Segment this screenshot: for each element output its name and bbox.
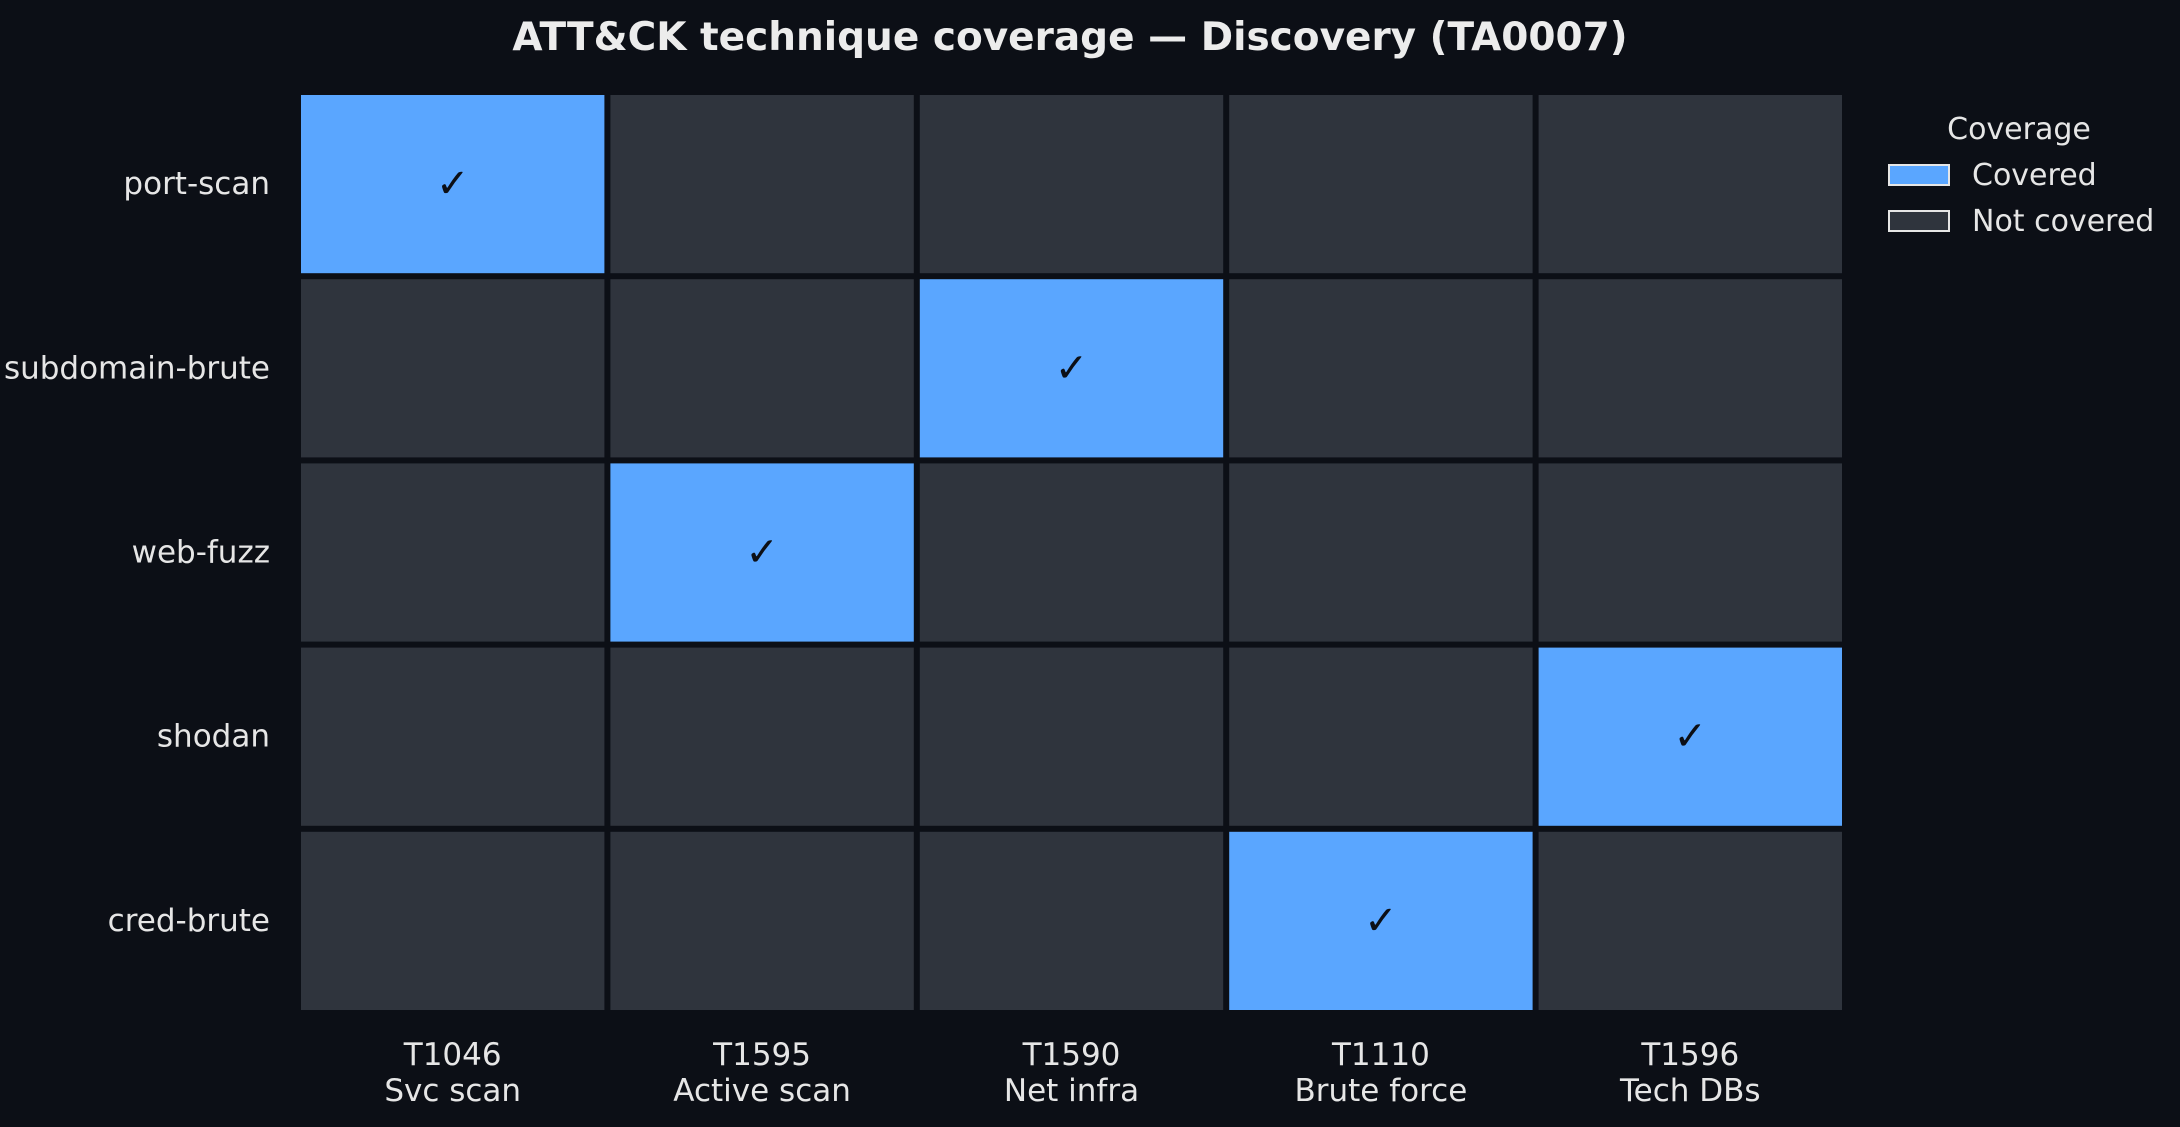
column-name-t1596: Tech DBs: [1619, 1073, 1761, 1109]
column-id-t1046: T1046: [403, 1037, 502, 1073]
column-name-t1110: Brute force: [1294, 1073, 1467, 1109]
heatmap-cell-web-fuzz-t1110: [1229, 463, 1533, 642]
legend-label-not-covered: Not covered: [1972, 203, 2155, 239]
row-labels: port-scan subdomain-brute web-fuzz shodan cr…: [4, 166, 270, 939]
legend-title: Coverage: [1947, 112, 2091, 147]
heatmap-cell-shodan-t1590: [919, 647, 1224, 826]
check-mark-cred-brute-t1110: ✓: [1364, 898, 1398, 944]
column-name-t1595: Active scan: [673, 1073, 851, 1109]
column-id-t1596: T1596: [1640, 1037, 1739, 1073]
heatmap-cell-port-scan-t1110: [1229, 95, 1533, 274]
column-id-t1595: T1595: [712, 1037, 811, 1073]
legend: Coverage Covered Not covered: [1888, 110, 2158, 244]
heatmap-cell-subdomain-brute-t1110: [1229, 279, 1533, 458]
heatmap-cell-subdomain-brute-t1046: [301, 279, 605, 458]
row-label-port-scan: port-scan: [123, 166, 270, 202]
heatmap-cell-port-scan-t1596: [1538, 95, 1842, 274]
legend-entry-not-covered: Not covered: [1888, 198, 2158, 244]
heatmap-cell-web-fuzz-t1595: [610, 463, 914, 642]
legend-swatch-covered: [1888, 164, 1950, 186]
coverage-heatmap: ✓ ✓ ✓ ✓ ✓ port-scan subdomain-brute web-fuzz sh…: [4, 95, 1842, 1109]
heatmap-cell-cred-brute-t1590: [919, 831, 1224, 1010]
heatmap-cell-web-fuzz-t1596: [1538, 463, 1842, 642]
row-label-subdomain-brute: subdomain-brute: [4, 350, 270, 386]
legend-swatch-not-covered: [1888, 210, 1950, 232]
heatmap-cell-port-scan-t1046: [301, 95, 605, 274]
column-name-t1046: Svc scan: [384, 1073, 521, 1109]
heatmap-cell-web-fuzz-t1046: [301, 463, 605, 642]
column-name-t1590: Net infra: [1004, 1073, 1139, 1109]
check-mark-web-fuzz-t1595: ✓: [745, 530, 779, 576]
heatmap-cell-cred-brute-t1595: [610, 831, 914, 1010]
column-id-t1110: T1110: [1331, 1037, 1430, 1073]
check-mark-port-scan-t1046: ✓: [436, 161, 470, 207]
check-mark-shodan-t1596: ✓: [1674, 714, 1708, 760]
heatmap-cell-subdomain-brute-t1590: [919, 279, 1224, 458]
heatmap-cell-cred-brute-t1110: [1229, 831, 1533, 1010]
legend-entry-covered: Covered: [1888, 152, 2158, 198]
heatmap-cell-shodan-t1596: [1538, 647, 1842, 826]
check-mark-subdomain-brute-t1590: ✓: [1055, 345, 1089, 391]
heatmap-cell-shodan-t1595: [610, 647, 914, 826]
heatmap-cell-port-scan-t1590: [919, 95, 1224, 274]
heatmap-cells: ✓ ✓ ✓ ✓ ✓: [301, 95, 1842, 1010]
legend-label-covered: Covered: [1972, 157, 2097, 193]
row-label-cred-brute: cred-brute: [108, 903, 270, 939]
column-id-t1590: T1590: [1022, 1037, 1121, 1073]
chart-title: ATT&CK technique coverage — Discovery (T…: [512, 15, 1628, 60]
heatmap-cell-shodan-t1046: [301, 647, 605, 826]
heatmap-cell-subdomain-brute-t1595: [610, 279, 914, 458]
heatmap-cell-cred-brute-t1596: [1538, 831, 1842, 1010]
row-label-web-fuzz: web-fuzz: [132, 535, 270, 571]
heatmap-cell-port-scan-t1595: [610, 95, 914, 274]
heatmap-cell-cred-brute-t1046: [301, 831, 605, 1010]
heatmap-cell-shodan-t1110: [1229, 647, 1533, 826]
row-label-shodan: shodan: [157, 719, 270, 755]
heatmap-cell-subdomain-brute-t1596: [1538, 279, 1842, 458]
heatmap-cell-web-fuzz-t1590: [919, 463, 1224, 642]
